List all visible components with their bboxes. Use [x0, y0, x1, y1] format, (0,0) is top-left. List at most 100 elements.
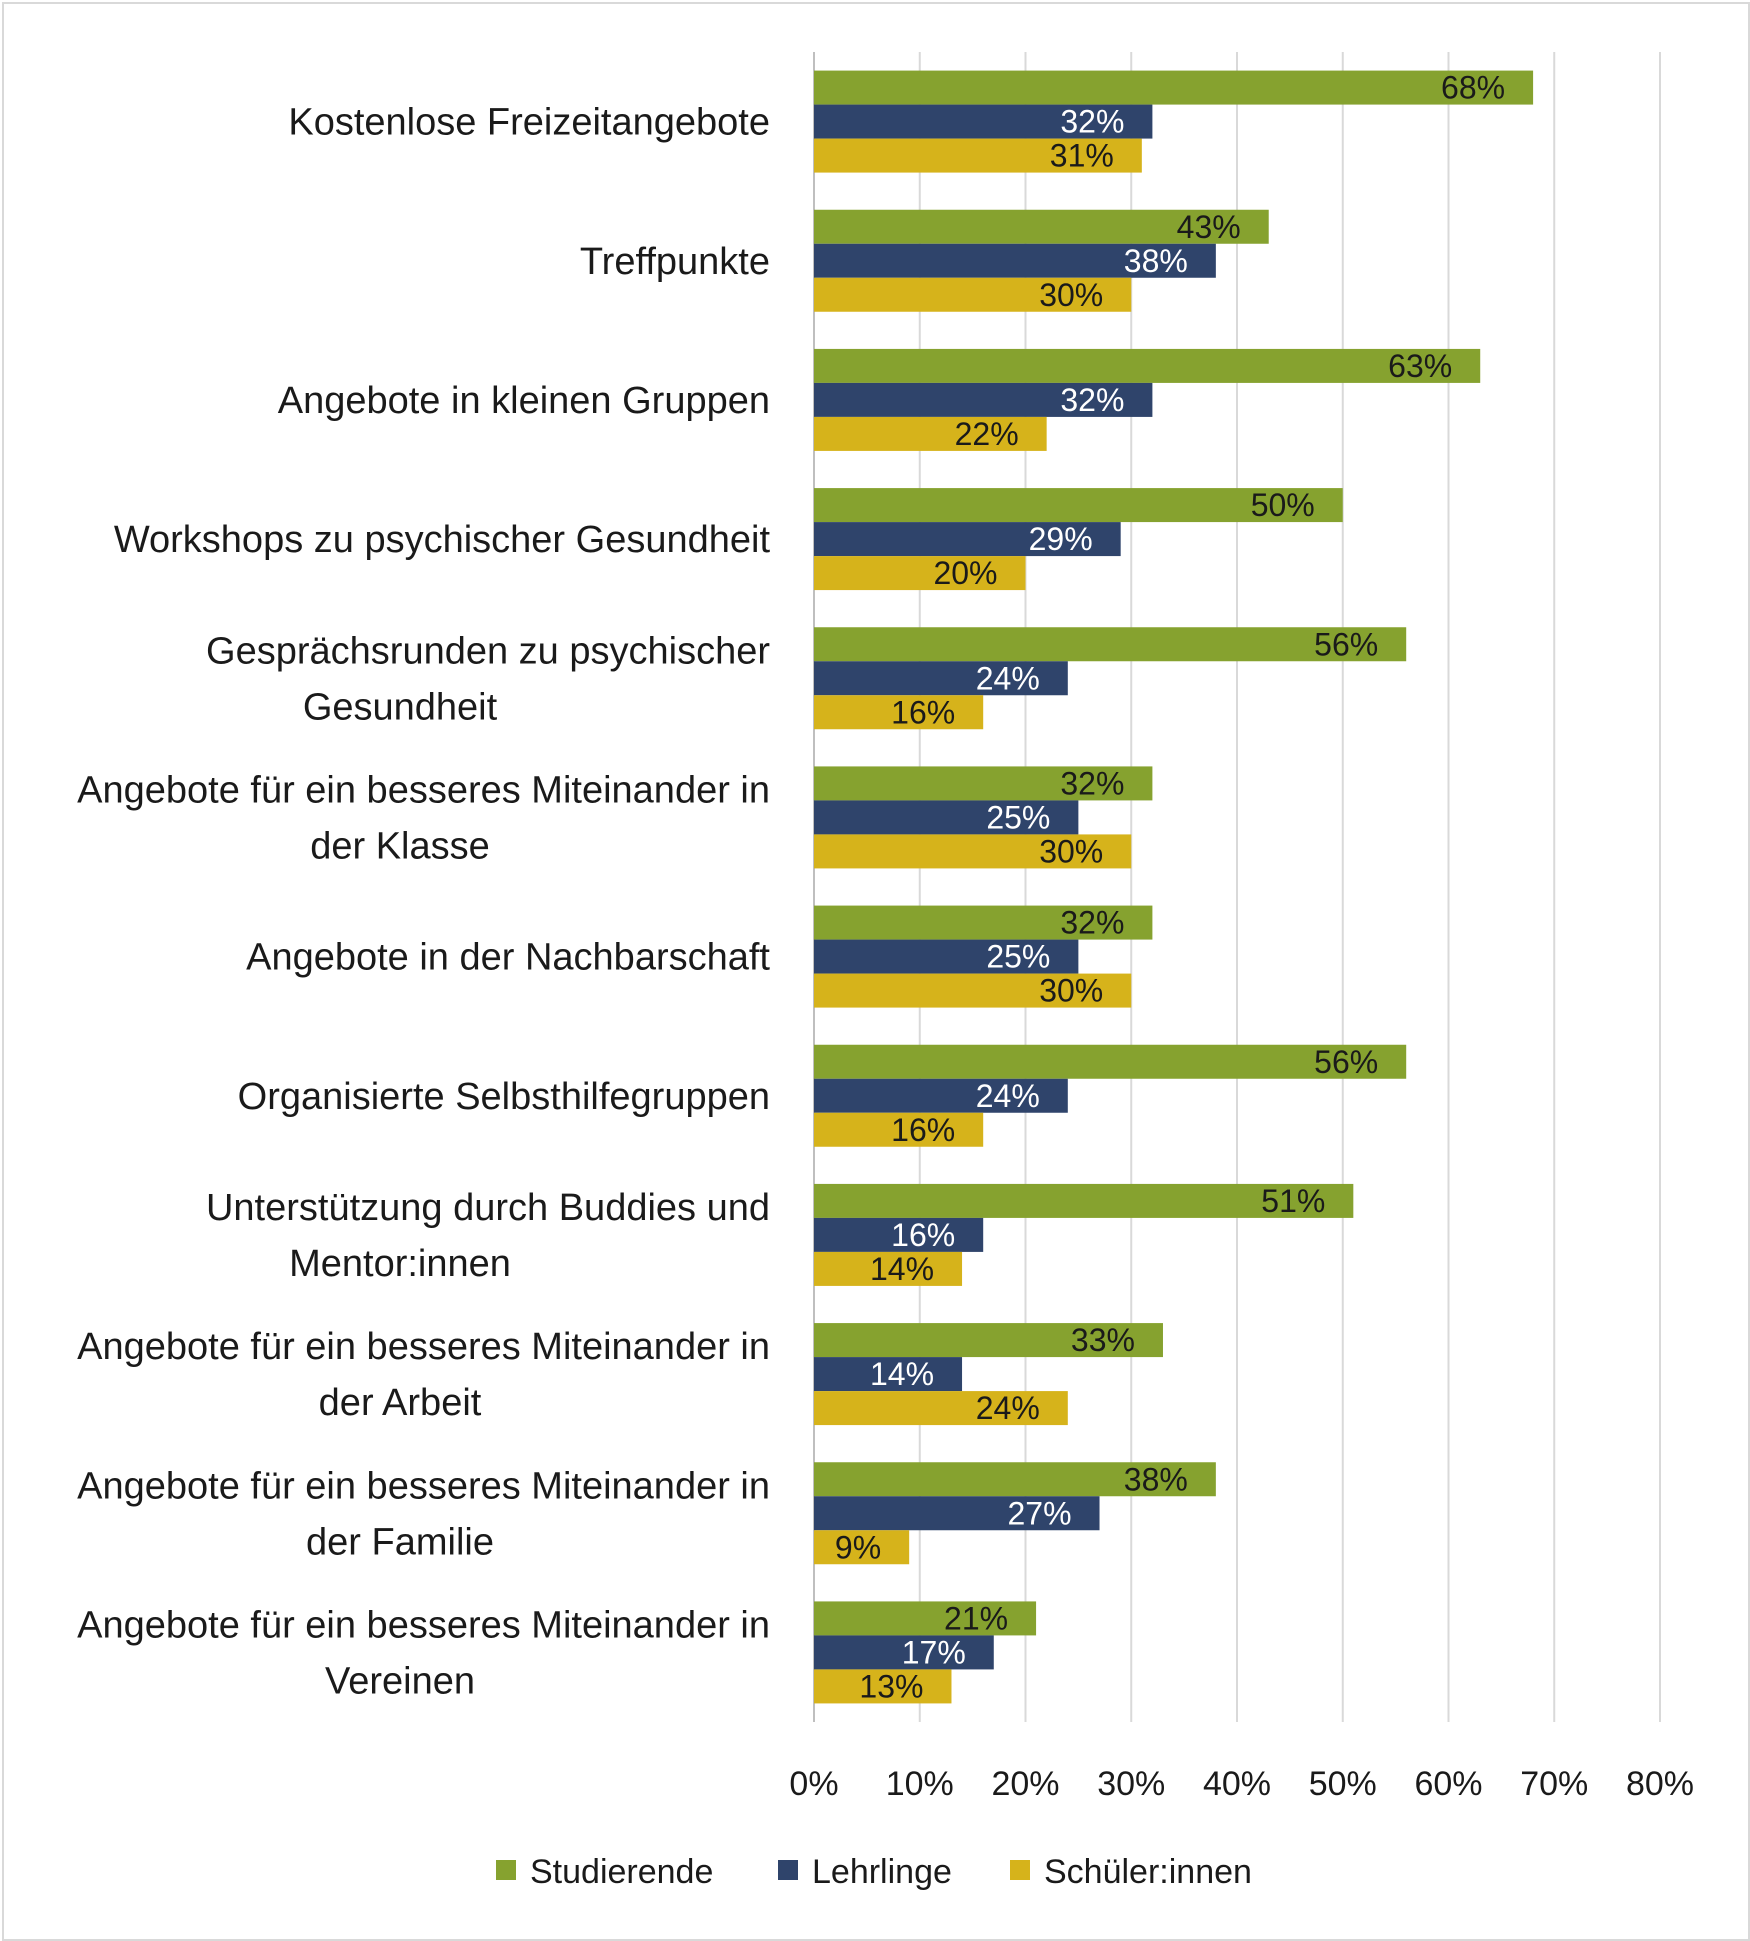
gridlines: [813, 52, 1661, 1722]
x-tick-label: 50%: [1309, 1765, 1377, 1803]
legend-label: Studierende: [530, 1853, 713, 1891]
data-label: 30%: [1039, 277, 1103, 313]
data-label: 16%: [891, 1217, 955, 1253]
data-label: 16%: [891, 1112, 955, 1148]
bar: [814, 1323, 1163, 1358]
data-label: 43%: [1177, 209, 1241, 245]
data-label: 38%: [1124, 243, 1188, 279]
category-label: Angebote für ein besseres Miteinander in: [77, 1326, 770, 1368]
bar: [814, 488, 1343, 523]
category-label: Organisierte Selbsthilfegruppen: [238, 1076, 770, 1118]
category-label: Treffpunkte: [580, 241, 770, 283]
data-label: 24%: [976, 1078, 1040, 1114]
bar: [814, 973, 1132, 1008]
x-tick-label: 80%: [1626, 1765, 1694, 1803]
data-label: 16%: [891, 694, 955, 730]
bar: [814, 834, 1132, 869]
legend-swatch: [1010, 1860, 1030, 1880]
legend-label: Lehrlinge: [812, 1853, 952, 1891]
bar: [814, 1530, 910, 1565]
data-label: 31%: [1050, 138, 1114, 174]
category-label: der Familie: [306, 1521, 494, 1563]
x-tick-label: 30%: [1097, 1765, 1165, 1803]
bar: [814, 1601, 1037, 1636]
bar: [814, 1669, 952, 1704]
category-label: Angebote in der Nachbarschaft: [246, 937, 770, 979]
data-label: 30%: [1039, 833, 1103, 869]
bar: [814, 1183, 1354, 1218]
legend: Studierende Lehrlinge Schüler:innen: [496, 1853, 1252, 1891]
data-label: 25%: [986, 939, 1050, 975]
x-tick-label: 70%: [1520, 1765, 1588, 1803]
bar: [814, 1462, 1216, 1497]
x-tick-label: 60%: [1414, 1765, 1482, 1803]
bar: [814, 382, 1153, 417]
x-tick-label: 40%: [1203, 1765, 1271, 1803]
data-label: 22%: [955, 416, 1019, 452]
data-label: 29%: [1029, 521, 1093, 557]
bar: [814, 209, 1269, 244]
bar: [814, 277, 1132, 312]
x-tick-label: 0%: [789, 1765, 838, 1803]
data-label: 13%: [859, 1668, 923, 1704]
bar: [814, 138, 1142, 173]
category-label: Unterstützung durch Buddies und: [206, 1187, 770, 1229]
bar: [814, 104, 1153, 139]
category-label: Kostenlose Freizeitangebote: [288, 102, 770, 144]
data-label: 33%: [1071, 1322, 1135, 1358]
bar: [814, 348, 1481, 383]
legend-swatch: [778, 1860, 798, 1880]
data-label: 32%: [1060, 104, 1124, 140]
data-label: 63%: [1388, 348, 1452, 384]
category-label: Gesprächsrunden zu psychischer: [206, 630, 770, 672]
legend-swatch: [496, 1860, 516, 1880]
legend-label: Schüler:innen: [1044, 1853, 1252, 1891]
data-label: 51%: [1261, 1183, 1325, 1219]
bar: [814, 522, 1121, 557]
data-label: 24%: [976, 660, 1040, 696]
category-labels: Kostenlose Freizeitangebote Treffpunkte An…: [77, 102, 770, 1703]
x-tick-label: 10%: [886, 1765, 954, 1803]
data-label: 32%: [1060, 765, 1124, 801]
data-label: 30%: [1039, 973, 1103, 1009]
bar: [814, 661, 1068, 696]
bar: [814, 1078, 1068, 1113]
data-label: 25%: [986, 799, 1050, 835]
x-axis-tick-labels: 0% 10% 20% 30% 40% 50% 60% 70% 80%: [789, 1765, 1694, 1803]
bar: [814, 1112, 984, 1147]
data-labels: 68%32%31%43%38%30%63%32%22%50%29%20%56%2…: [835, 70, 1505, 1705]
bar: [814, 1391, 1068, 1426]
data-label: 56%: [1314, 626, 1378, 662]
bar: [814, 905, 1153, 940]
bar: [814, 939, 1079, 974]
bar: [814, 800, 1079, 835]
category-label: der Arbeit: [319, 1382, 482, 1424]
category-label: Gesundheit: [303, 686, 498, 728]
category-label: Workshops zu psychischer Gesundheit: [114, 519, 771, 561]
category-label: Angebote in kleinen Gruppen: [278, 380, 770, 422]
bar: [814, 1635, 994, 1670]
data-label: 56%: [1314, 1044, 1378, 1080]
bar: [814, 1496, 1100, 1531]
data-label: 38%: [1124, 1461, 1188, 1497]
bar: [814, 766, 1153, 801]
data-label: 32%: [1060, 905, 1124, 941]
data-label: 68%: [1441, 70, 1505, 106]
bar: [814, 627, 1407, 662]
bar: [814, 556, 1026, 591]
x-tick-label: 20%: [991, 1765, 1059, 1803]
data-label: 50%: [1251, 487, 1315, 523]
data-label: 24%: [976, 1390, 1040, 1426]
bars: [814, 70, 1534, 1704]
data-label: 32%: [1060, 382, 1124, 418]
bar: [814, 695, 984, 730]
data-label: 20%: [933, 555, 997, 591]
data-label: 9%: [835, 1529, 881, 1565]
data-label: 27%: [1007, 1495, 1071, 1531]
category-label: Vereinen: [325, 1660, 475, 1702]
category-label: Angebote für ein besseres Miteinander in: [77, 769, 770, 811]
category-label: Angebote für ein besseres Miteinander in: [77, 1465, 770, 1507]
category-label: der Klasse: [310, 825, 490, 867]
bar: [814, 243, 1216, 278]
